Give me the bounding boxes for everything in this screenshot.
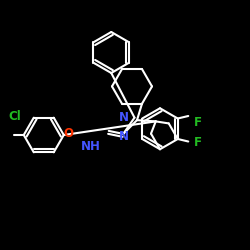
Text: O: O (64, 127, 74, 140)
Text: N: N (119, 130, 129, 143)
Text: Cl: Cl (8, 110, 22, 123)
Text: F: F (194, 116, 202, 129)
Text: N: N (119, 111, 129, 124)
Text: F: F (194, 136, 202, 149)
Text: NH: NH (81, 140, 101, 153)
